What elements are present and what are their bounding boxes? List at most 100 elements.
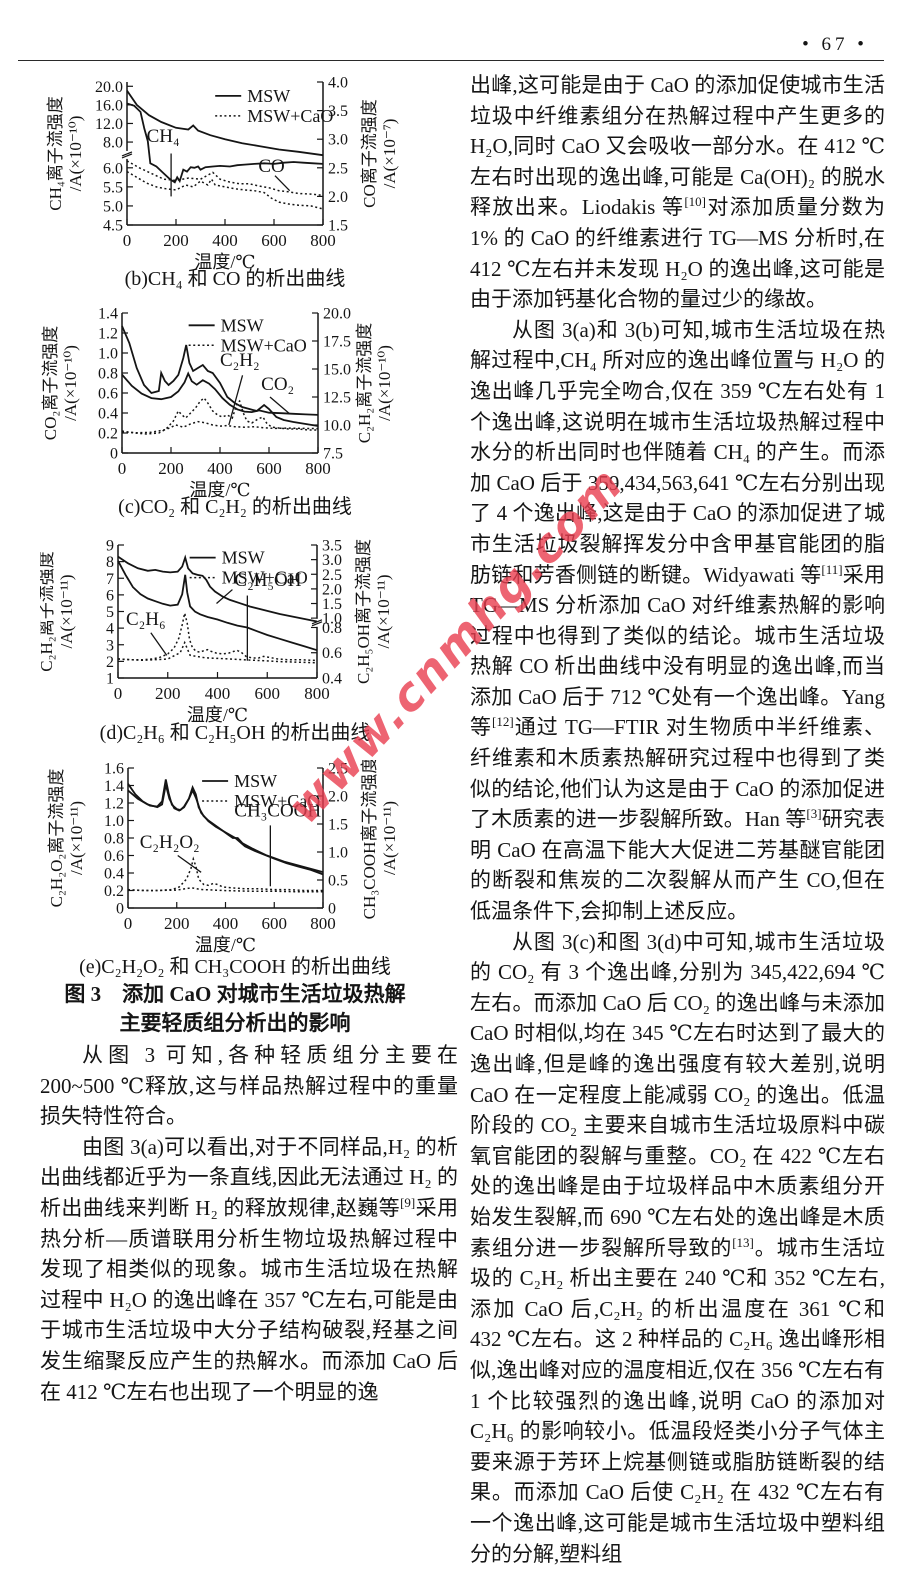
series-CH4-MSW xyxy=(126,102,324,184)
svg-text:CH₃COOH离子流强度: CH₃COOH离子流强度 xyxy=(360,760,379,919)
svg-text:0.8: 0.8 xyxy=(322,620,342,637)
svg-text:5: 5 xyxy=(106,604,114,621)
svg-text:MSW: MSW xyxy=(234,771,277,791)
svg-text:7: 7 xyxy=(106,571,114,588)
svg-text:4: 4 xyxy=(106,621,114,638)
svg-text:2.5: 2.5 xyxy=(328,761,348,778)
svg-text:0.6: 0.6 xyxy=(98,386,118,403)
svg-text:200: 200 xyxy=(158,459,184,478)
svg-text:/A(×10⁻¹¹): /A(×10⁻¹¹) xyxy=(67,801,86,875)
svg-text:0.6: 0.6 xyxy=(322,645,342,662)
svg-text:CH₄: CH₄ xyxy=(147,126,180,147)
svg-text:3: 3 xyxy=(106,637,114,654)
svg-text:1.4: 1.4 xyxy=(104,778,124,795)
svg-text:/A(×10⁻¹¹): /A(×10⁻¹¹) xyxy=(57,574,76,648)
svg-text:800: 800 xyxy=(310,914,336,933)
svg-text:CO离子流强度: CO离子流强度 xyxy=(360,99,379,208)
svg-text:15.0: 15.0 xyxy=(323,362,351,379)
figure-caption: 图 3 添加 CaO 对城市生活垃圾热解 主要轻质组分析出的影响 xyxy=(40,980,430,1038)
svg-text:3.0: 3.0 xyxy=(322,552,342,569)
svg-text:600: 600 xyxy=(256,459,282,478)
svg-text:800: 800 xyxy=(310,231,336,250)
right-column-text: 出峰,这可能是由于 CaO 的添加促使城市生活垃圾中纤维素组分在热解过程中产生更… xyxy=(470,70,885,1569)
chart-c2h2o2-ch3cooh: 1.6 1.4 1.2 1.0 0.8 0.6 0.4 0.2 0 2.5 2.0 1.5 1.0 0.5… xyxy=(40,757,460,963)
svg-text:3.5: 3.5 xyxy=(322,538,342,555)
paragraph: 从图 3(a)和 3(b)可知,城市生活垃圾在热解过程中,CH₄ 所对应的逸出峰… xyxy=(470,317,886,924)
svg-text:CO: CO xyxy=(258,156,284,177)
svg-text:2: 2 xyxy=(106,654,114,671)
series-CO2-MSW+CaO xyxy=(121,396,318,435)
svg-text:/A(×10⁻¹¹): /A(×10⁻¹¹) xyxy=(374,574,393,648)
svg-text:MSW: MSW xyxy=(222,548,265,568)
svg-text:CH₃COOH: CH₃COOH xyxy=(234,800,321,821)
svg-text:0: 0 xyxy=(116,901,124,918)
series-C2H5OH-MSW+CaO xyxy=(117,640,318,664)
svg-text:2.5: 2.5 xyxy=(328,160,348,177)
svg-text:2.5: 2.5 xyxy=(322,567,342,584)
series-C2H6-MSW+CaO xyxy=(117,613,318,662)
svg-text:4.5: 4.5 xyxy=(103,218,123,235)
svg-text:/A(×10⁻¹⁰): /A(×10⁻¹⁰) xyxy=(61,345,80,421)
svg-text:/A(×10⁻⁷): /A(×10⁻⁷) xyxy=(380,119,399,189)
svg-text:400: 400 xyxy=(205,684,231,703)
svg-text:C₂H₂离子流强度: C₂H₂离子流强度 xyxy=(355,323,374,443)
svg-text:600: 600 xyxy=(255,684,281,703)
svg-text:3.5: 3.5 xyxy=(328,103,348,120)
svg-text:600: 600 xyxy=(261,231,287,250)
subcaption-e: (e)C₂H₂O₂ 和 CH₃COOH 的析出曲线 xyxy=(79,956,391,978)
svg-text:10.0: 10.0 xyxy=(323,418,351,435)
series-C2H2O2-MSW+CaO xyxy=(127,856,323,892)
svg-text:0.8: 0.8 xyxy=(104,831,124,848)
svg-text:800: 800 xyxy=(304,684,330,703)
svg-text:8.0: 8.0 xyxy=(103,135,123,152)
svg-text:1.0: 1.0 xyxy=(328,845,348,862)
figure-caption-line2: 主要轻质组分析出的影响 xyxy=(119,1011,351,1035)
svg-text:0.2: 0.2 xyxy=(98,426,118,443)
svg-text:C₂H₆: C₂H₆ xyxy=(126,609,166,630)
svg-text:CH₄离子流强度: CH₄离子流强度 xyxy=(46,96,65,211)
svg-text:0: 0 xyxy=(118,459,127,478)
chart-ch4-co: 20.0 16.0 12.0 8.0 6.0 5.5 5.0 4.5 4.0 3.5 3.0 2.5 2… xyxy=(40,74,460,280)
svg-text:CO₂离子流强度: CO₂离子流强度 xyxy=(41,326,60,441)
svg-text:400: 400 xyxy=(213,914,239,933)
chart-e-canvas: 1.61.41.21.00.80.60.40.202.52.01.51.00.5… xyxy=(47,757,399,955)
paragraph: 从图 3(c)和图 3(d)中可知,城市生活垃圾的 CO₂ 有 3 个逸出峰,分… xyxy=(470,929,885,1566)
chart-c-canvas: 1.41.21.00.80.60.40.2020.017.515.012.510… xyxy=(41,306,394,501)
svg-text:0: 0 xyxy=(123,231,132,250)
series-C2H2-MSW+CaO xyxy=(121,420,319,434)
subcaption-b: (b)CH₄ 和 CO 的析出曲线 xyxy=(124,268,346,290)
svg-text:1: 1 xyxy=(106,671,114,688)
svg-text:C₂H₂O₂: C₂H₂O₂ xyxy=(140,832,200,853)
chart-c2h6-c2h5oh: 9 8 7 6 5 4 3 2 1 3.5 3.0 2.5 2.0 1.5 1.0 0.8 0.6 0.4 0 200… xyxy=(37,537,460,733)
svg-text:1.6: 1.6 xyxy=(104,761,124,778)
paragraph: 从图 3 可知,各种轻质组分主要在 200~500 ℃释放,这与样品热解过程中的… xyxy=(40,1043,458,1129)
svg-text:C₂H₂: C₂H₂ xyxy=(220,350,260,371)
series-CO2-MSW xyxy=(121,325,319,427)
svg-text:1.2: 1.2 xyxy=(98,326,118,343)
paragraph: 由图 3(a)可以看出,对于不同样品,H₂ 的析出曲线都近乎为一条直线,因此无法… xyxy=(40,1134,458,1404)
svg-text:1.5: 1.5 xyxy=(328,817,348,834)
svg-text:0: 0 xyxy=(124,914,133,933)
svg-text:温度/℃: 温度/℃ xyxy=(187,705,248,725)
svg-text:1.4: 1.4 xyxy=(98,306,118,323)
svg-text:4.0: 4.0 xyxy=(328,75,348,92)
page-number: • 67 • xyxy=(802,34,868,55)
svg-text:0.6: 0.6 xyxy=(104,848,124,865)
svg-text:400: 400 xyxy=(212,231,238,250)
svg-text:C₂H₅OH离子流强度: C₂H₅OH离子流强度 xyxy=(354,539,373,684)
svg-text:800: 800 xyxy=(305,459,331,478)
svg-text:12.5: 12.5 xyxy=(323,390,351,407)
svg-text:温度/℃: 温度/℃ xyxy=(189,480,250,500)
svg-text:0.4: 0.4 xyxy=(322,671,342,688)
svg-text:200: 200 xyxy=(155,684,181,703)
svg-text:0: 0 xyxy=(110,446,118,463)
svg-text:1.0: 1.0 xyxy=(322,611,342,628)
svg-text:2.0: 2.0 xyxy=(322,581,342,598)
svg-text:0: 0 xyxy=(328,901,336,918)
svg-text:3.0: 3.0 xyxy=(328,132,348,149)
svg-text:MSW: MSW xyxy=(221,315,264,335)
svg-text:温度/℃: 温度/℃ xyxy=(195,935,256,955)
svg-text:2.0: 2.0 xyxy=(328,189,348,206)
svg-text:6: 6 xyxy=(106,587,114,604)
svg-text:0.4: 0.4 xyxy=(98,406,118,423)
